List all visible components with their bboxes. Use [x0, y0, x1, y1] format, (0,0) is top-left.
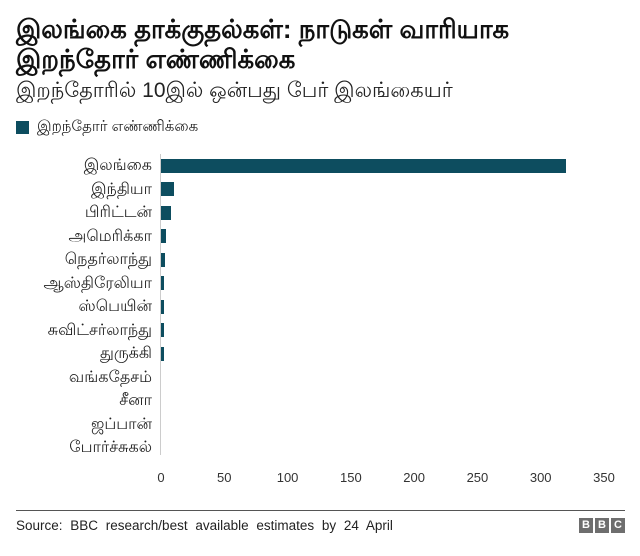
y-axis-line: [160, 154, 161, 455]
category-label: துருக்கி: [99, 345, 152, 362]
legend-label: இறந்தோர் எண்ணிக்கை: [37, 118, 199, 135]
chart-row: சுவிட்சர்லாந்து: [0, 319, 640, 343]
legend: இறந்தோர் எண்ணிக்கை: [16, 118, 198, 137]
x-axis-ticks: 0 50 100 150 200 250 300 350: [0, 470, 640, 490]
x-tick-label: 50: [217, 470, 232, 485]
x-tick-label: 250: [466, 470, 489, 485]
chart-row: இந்தியா: [0, 178, 640, 202]
category-label: நெதர்லாந்து: [64, 251, 152, 268]
chart-row: துருக்கி: [0, 342, 640, 366]
legend-swatch: [16, 121, 29, 134]
x-tick-label: 200: [403, 470, 425, 485]
chart-subtitle: இறந்தோரில் 10இல் ஒன்பது பேர் இலங்கையர்: [16, 79, 453, 102]
bar: [161, 299, 164, 314]
bbc-logo-letter: C: [611, 518, 625, 533]
chart-row: ஜப்பான்: [0, 413, 640, 437]
chart-row: ஸ்பெயின்: [0, 295, 640, 319]
x-tick-label: 100: [276, 470, 299, 485]
source-note: Source: BBC research/best available esti…: [16, 518, 393, 533]
chart-row: சீனா: [0, 389, 640, 413]
chart-row: நெதர்லாந்து: [0, 248, 640, 272]
category-label: சுவிட்சர்லாந்து: [47, 321, 152, 339]
bar: [161, 158, 567, 173]
chart-row: அமெரிக்கா: [0, 225, 640, 249]
category-label: போர்ச்சுகல்: [69, 439, 152, 456]
bar: [161, 323, 164, 337]
bar: [161, 229, 167, 243]
bar: [161, 182, 174, 196]
x-tick-label: 0: [157, 470, 165, 485]
x-tick-label: 300: [529, 470, 552, 485]
category-label: ஆஸ்திரேலியா: [43, 274, 152, 292]
chart-row: பிரிட்டன்: [0, 201, 640, 225]
bar: [161, 205, 172, 220]
chart-title: இலங்கை தாக்குதல்கள்: நாடுகள் வாரியாக இறந…: [16, 14, 510, 74]
footer-divider: [16, 510, 625, 511]
bbc-logo: B B C: [579, 518, 625, 533]
category-label: ஸ்பெயின்: [78, 298, 152, 315]
bbc-logo-letter: B: [579, 518, 593, 533]
category-label: ஜப்பான்: [90, 415, 152, 433]
category-label: சீனா: [119, 392, 152, 409]
x-tick-label: 350: [593, 470, 615, 485]
category-label: வங்கதேசம்: [68, 368, 152, 386]
bar: [161, 276, 164, 290]
bar: [161, 252, 165, 267]
category-label: பிரிட்டன்: [84, 204, 152, 221]
x-tick-label: 150: [339, 470, 362, 485]
bar-chart: இலங்கை இந்தியா பிரிட்டன் அமெரிக்கா நெதர்லாந்…: [0, 150, 640, 460]
chart-row: போர்ச்சுகல்: [0, 436, 640, 460]
chart-row: வங்கதேசம்: [0, 366, 640, 390]
chart-row: ஆஸ்திரேலியா: [0, 272, 640, 296]
category-label: இந்தியா: [90, 180, 152, 198]
category-label: அமெரிக்கா: [68, 227, 152, 245]
bar: [161, 346, 164, 361]
bbc-logo-letter: B: [595, 518, 609, 533]
category-label: இலங்கை: [83, 157, 152, 174]
chart-row: இலங்கை: [0, 154, 640, 178]
